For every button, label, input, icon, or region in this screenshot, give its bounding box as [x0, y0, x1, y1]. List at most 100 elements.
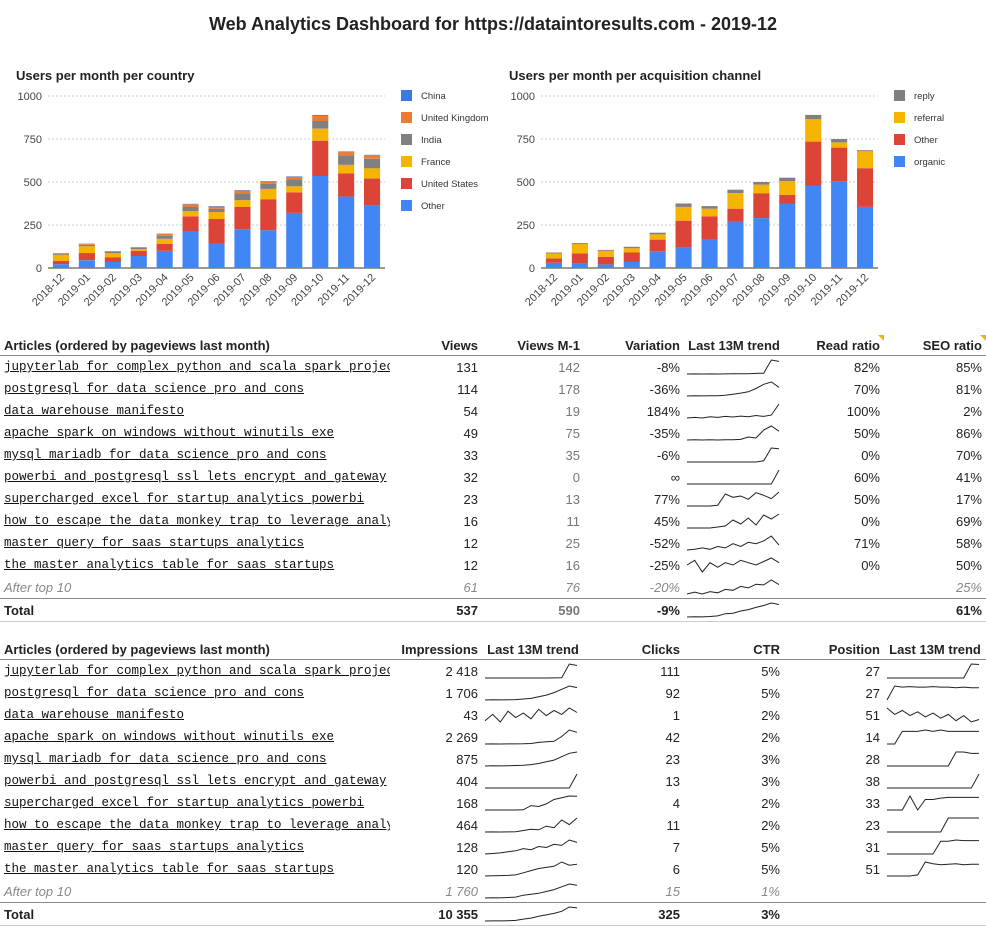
trend-sparkline: [684, 554, 784, 576]
position-value: 27: [784, 682, 884, 704]
clicks-value: 15: [584, 880, 684, 903]
sparkline-svg: [484, 772, 578, 790]
bar-segment: [598, 265, 614, 268]
table-row: jupyterlab for complex python and scala …: [0, 660, 986, 683]
article-link[interactable]: how to escape the data monkey trap to le…: [0, 814, 390, 836]
views-m1-value: 11: [482, 510, 584, 532]
bar-segment: [312, 141, 328, 176]
table-row: powerbi and postgresql ssl lets encrypt …: [0, 770, 986, 792]
position-sparkline: [884, 814, 986, 836]
bar-segment: [546, 253, 562, 258]
article-link[interactable]: apache spark on windows without winutils…: [0, 726, 390, 748]
trend-sparkline: [684, 378, 784, 400]
bar-segment: [779, 178, 795, 181]
bar-segment: [234, 229, 250, 268]
sparkline-line: [687, 426, 779, 440]
bar-segment: [286, 177, 302, 180]
clicks-value: 13: [584, 770, 684, 792]
col-header-articles: Articles (ordered by pageviews last mont…: [0, 639, 390, 660]
views-m1-value: 178: [482, 378, 584, 400]
seo-ratio-value: 86%: [884, 422, 986, 444]
y-tick-label: 500: [517, 177, 535, 189]
sparkline-line: [485, 884, 577, 898]
views-m1-value: 25: [482, 532, 584, 554]
article-link[interactable]: postgresql for data science pro and cons: [0, 378, 390, 400]
article-link[interactable]: how to escape the data monkey trap to le…: [0, 510, 390, 532]
sparkline-svg: [686, 468, 780, 486]
bar-segment: [209, 207, 225, 209]
y-tick-label: 500: [24, 177, 42, 189]
article-link[interactable]: data warehouse manifesto: [0, 400, 390, 422]
bar-segment: [364, 155, 380, 156]
sparkline-line: [887, 730, 979, 744]
legend-label: referral: [914, 113, 944, 124]
variation-value: -8%: [584, 356, 684, 379]
article-link[interactable]: the master analytics table for saas star…: [0, 554, 390, 576]
position-value: [784, 903, 884, 926]
bar-segment: [805, 119, 821, 141]
seo-ratio-value: 41%: [884, 466, 986, 488]
article-link[interactable]: supercharged excel for startup analytics…: [0, 488, 390, 510]
trend-sparkline: [684, 488, 784, 510]
article-link[interactable]: mysql mariadb for data science pro and c…: [0, 748, 390, 770]
article-link[interactable]: master query for saas startups analytics: [0, 532, 390, 554]
impressions-sparkline: [482, 836, 584, 858]
article-link[interactable]: supercharged excel for startup analytics…: [0, 792, 390, 814]
impressions-value: 128: [390, 836, 482, 858]
article-link[interactable]: mysql mariadb for data science pro and c…: [0, 444, 390, 466]
sparkline-svg: [886, 860, 980, 878]
article-link[interactable]: data warehouse manifesto: [0, 704, 390, 726]
position-sparkline: [884, 704, 986, 726]
bar-segment: [234, 190, 250, 191]
after-top-10-label: After top 10: [0, 576, 390, 599]
position-value: 33: [784, 792, 884, 814]
article-link[interactable]: apache spark on windows without winutils…: [0, 422, 390, 444]
sparkline-svg: [484, 905, 578, 923]
col-header-read-ratio: Read ratio: [784, 335, 884, 356]
sparkline-svg: [886, 772, 980, 790]
article-link[interactable]: the master analytics table for saas star…: [0, 858, 390, 880]
article-link[interactable]: jupyterlab for complex python and scala …: [0, 660, 390, 683]
col-header-articles: Articles (ordered by pageviews last mont…: [0, 335, 390, 356]
ctr-value: 3%: [684, 748, 784, 770]
article-link[interactable]: master query for saas startups analytics: [0, 836, 390, 858]
col-header-variation: Variation: [584, 335, 684, 356]
sparkline-svg: [484, 662, 578, 680]
bar-segment: [572, 253, 588, 263]
bar-segment: [105, 257, 121, 262]
sparkline-line: [485, 686, 577, 700]
chart-title: Users per month per country: [16, 68, 195, 83]
variation-value: -6%: [584, 444, 684, 466]
sparkline-svg: [886, 728, 980, 746]
y-tick-label: 1000: [511, 91, 535, 103]
impressions-sparkline: [482, 704, 584, 726]
sparkline-line: [485, 796, 577, 810]
sparkline-svg: [686, 446, 780, 464]
position-sparkline: [884, 880, 986, 903]
bar-segment: [53, 254, 69, 255]
views-m1-value: 35: [482, 444, 584, 466]
position-sparkline: [884, 858, 986, 880]
impressions-value: 2 269: [390, 726, 482, 748]
impressions-sparkline: [482, 660, 584, 683]
bar-segment: [260, 182, 276, 184]
variation-value: -25%: [584, 554, 684, 576]
article-link[interactable]: postgresql for data science pro and cons: [0, 682, 390, 704]
bar-segment: [650, 252, 666, 268]
ctr-value: 5%: [684, 858, 784, 880]
article-link[interactable]: jupyterlab for complex python and scala …: [0, 356, 390, 379]
variation-value: -9%: [584, 599, 684, 622]
bar-segment: [753, 218, 769, 268]
position-value: [784, 880, 884, 903]
ctr-value: 3%: [684, 770, 784, 792]
article-link[interactable]: powerbi and postgresql ssl lets encrypt …: [0, 770, 390, 792]
ctr-value: 2%: [684, 814, 784, 836]
sparkline-svg: [484, 860, 578, 878]
sparkline-svg: [686, 512, 780, 530]
legend-label: India: [421, 135, 442, 146]
bar-segment: [831, 139, 847, 142]
article-link[interactable]: powerbi and postgresql ssl lets encrypt …: [0, 466, 390, 488]
col-header-impressions: Impressions: [390, 639, 482, 660]
bar-segment: [676, 221, 692, 248]
